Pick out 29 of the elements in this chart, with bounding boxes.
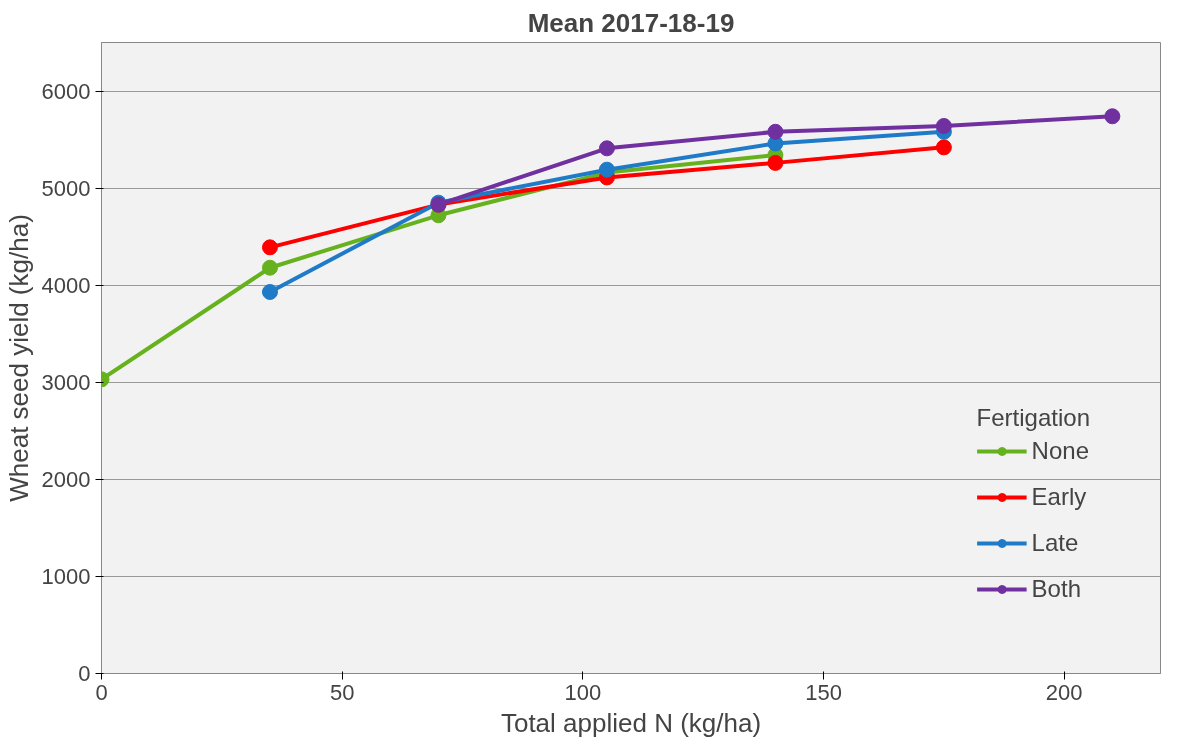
legend-label: None — [1031, 437, 1089, 465]
point — [767, 123, 784, 140]
y-tick-label: 2000 — [41, 466, 91, 492]
x-tick-label: 100 — [564, 679, 602, 705]
y-tick-label: 6000 — [41, 78, 91, 104]
y-axis-title: Wheat seed yield (kg/ha) — [3, 214, 34, 502]
chart-title: Mean 2017-18-19 — [527, 7, 735, 38]
x-axis-title: Total applied N (kg/ha) — [500, 707, 762, 738]
point — [935, 139, 952, 156]
point — [935, 118, 952, 134]
y-tick-label: 4000 — [41, 272, 91, 298]
legend-label: Both — [1031, 575, 1081, 603]
x-tick-label: 0 — [95, 679, 108, 705]
legend-title: Fertigation — [976, 404, 1090, 432]
point — [1104, 108, 1121, 125]
x-tick-label: 50 — [329, 679, 355, 705]
point — [598, 140, 615, 157]
point — [261, 239, 278, 256]
y-tick-label: 1000 — [41, 563, 91, 589]
y-tick-label: 3000 — [41, 369, 91, 395]
point — [767, 154, 784, 171]
y-tick-label: 0 — [78, 661, 91, 686]
legend-label: Early — [1031, 483, 1087, 511]
point — [261, 259, 278, 276]
x-tick-label: 150 — [805, 679, 842, 705]
point — [261, 284, 278, 300]
y-tick-label: 5000 — [41, 175, 91, 201]
x-tick-label: 200 — [1045, 679, 1083, 705]
legend-label: Late — [1031, 529, 1079, 557]
